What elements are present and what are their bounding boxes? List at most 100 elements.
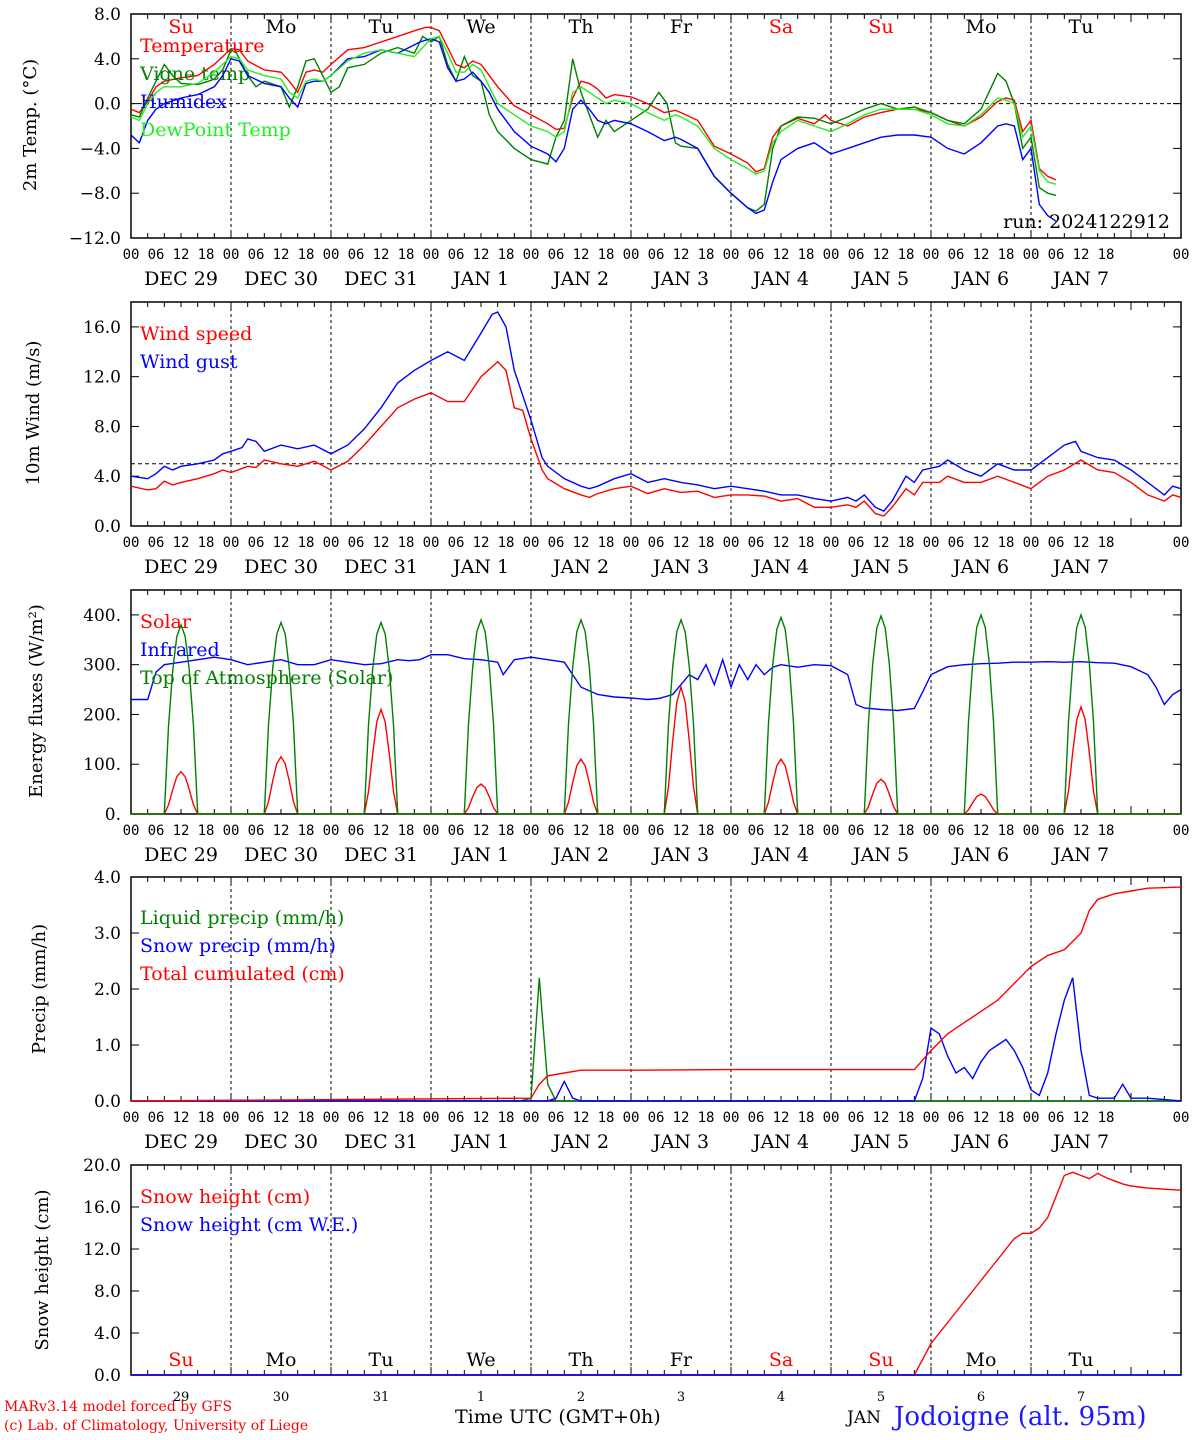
hour-tick-label: 06	[148, 247, 165, 263]
hour-tick-label: 18	[298, 823, 315, 839]
hour-tick-label: 18	[998, 823, 1015, 839]
weekday-label: Su	[168, 16, 193, 38]
weekday-label: Th	[569, 1349, 594, 1371]
series-line	[130, 35, 1057, 212]
date-label: JAN 2	[551, 844, 609, 866]
y-tick-label: 4.0	[94, 868, 121, 888]
hour-tick-label: 18	[998, 247, 1015, 263]
hour-tick-label: 06	[448, 1110, 465, 1126]
y-tick-label: 8.0	[94, 1282, 121, 1302]
series-line	[131, 1171, 1182, 1376]
hour-tick-label: 00	[523, 535, 540, 551]
hour-tick-label: 18	[998, 1110, 1015, 1126]
hour-tick-label: 18	[1098, 247, 1115, 263]
hour-tick-label: 00	[1173, 247, 1190, 263]
date-label: DEC 30	[244, 844, 318, 866]
hour-tick-label: 00	[623, 247, 640, 263]
hour-tick-label: 18	[498, 247, 515, 263]
hour-tick-label: 06	[948, 823, 965, 839]
hour-tick-label: 18	[1098, 535, 1115, 551]
legend-label: Wind speed	[140, 323, 252, 345]
hour-tick-label: 06	[748, 247, 765, 263]
hour-tick-label: 06	[648, 823, 665, 839]
hour-tick-label: 06	[748, 1110, 765, 1126]
hour-tick-label: 00	[623, 535, 640, 551]
series-line	[131, 684, 1181, 815]
hour-tick-label: 12	[373, 1110, 390, 1126]
hour-tick-label: 00	[823, 1110, 840, 1126]
date-label: DEC 30	[244, 556, 318, 578]
day-number-label: 4	[777, 1390, 785, 1405]
date-label: DEC 30	[244, 268, 318, 290]
hour-tick-label: 12	[173, 823, 190, 839]
hour-tick-label: 12	[373, 247, 390, 263]
legend-label: Infrared	[140, 639, 220, 661]
hour-tick-label: 06	[148, 823, 165, 839]
legend-label: Temperature	[140, 35, 264, 57]
hour-tick-label: 12	[773, 823, 790, 839]
hour-tick-label: 00	[323, 247, 340, 263]
date-label: JAN 7	[1051, 556, 1109, 578]
hour-tick-label: 12	[573, 247, 590, 263]
hour-tick-label: 06	[348, 247, 365, 263]
hour-tick-label: 12	[373, 535, 390, 551]
hour-tick-label: 12	[873, 247, 890, 263]
hour-tick-label: 12	[273, 823, 290, 839]
hour-tick-label: 06	[1048, 247, 1065, 263]
hour-tick-label: 18	[598, 823, 615, 839]
hour-tick-label: 18	[198, 823, 215, 839]
hour-tick-label: 18	[498, 823, 515, 839]
date-label: JAN 6	[951, 268, 1009, 290]
hour-tick-label: 18	[598, 535, 615, 551]
hour-tick-label: 12	[473, 1110, 490, 1126]
hour-tick-label: 06	[948, 535, 965, 551]
y-tick-label: 4.0	[94, 50, 121, 70]
hour-tick-label: 12	[173, 247, 190, 263]
y-axis-title: Precip (mm/h)	[29, 924, 50, 1054]
y-tick-label: 1.0	[94, 1036, 121, 1056]
day-number-label: 1	[477, 1390, 485, 1405]
legend-label: Total cumulated (cm)	[140, 963, 345, 985]
date-label: DEC 29	[144, 268, 218, 290]
series-line	[131, 977, 1182, 1102]
y-tick-label: 12.0	[83, 1240, 121, 1260]
hour-tick-label: 12	[973, 823, 990, 839]
y-tick-label: 3.0	[94, 924, 121, 944]
hour-tick-label: 12	[973, 535, 990, 551]
weekday-label: Mo	[266, 16, 297, 38]
hour-tick-label: 06	[848, 247, 865, 263]
series-line	[130, 360, 1182, 517]
panel-frame	[130, 301, 1182, 527]
day-number-label: 2	[577, 1390, 585, 1405]
hour-tick-label: 18	[598, 247, 615, 263]
date-label: JAN 2	[551, 268, 609, 290]
hour-tick-label: 06	[848, 823, 865, 839]
hour-tick-label: 06	[348, 1110, 365, 1126]
day-number-label: 3	[677, 1390, 685, 1405]
legend-label: Wind gust	[140, 351, 238, 373]
date-label: JAN 7	[1051, 1131, 1109, 1153]
date-label: JAN 5	[851, 1131, 909, 1153]
date-label: JAN 1	[451, 844, 509, 866]
hour-tick-label: 00	[323, 535, 340, 551]
y-axis-title: Snow height (cm)	[32, 1189, 53, 1350]
date-label: DEC 29	[144, 844, 218, 866]
hour-tick-label: 00	[223, 1110, 240, 1126]
hour-tick-label: 18	[498, 1110, 515, 1126]
date-label: JAN 5	[851, 844, 909, 866]
hour-tick-label: 18	[298, 1110, 315, 1126]
hour-tick-label: 12	[873, 535, 890, 551]
date-label: JAN 4	[751, 268, 809, 290]
hour-tick-label: 12	[1073, 1110, 1090, 1126]
hour-tick-label: 18	[198, 247, 215, 263]
hour-tick-label: 18	[798, 247, 815, 263]
series-line	[130, 37, 1057, 222]
hour-tick-label: 18	[998, 535, 1015, 551]
hour-tick-label: 12	[573, 823, 590, 839]
hour-tick-label: 00	[823, 823, 840, 839]
date-label: JAN 1	[451, 268, 509, 290]
hour-tick-label: 12	[173, 1110, 190, 1126]
y-tick-label: 4.0	[94, 1324, 121, 1344]
y-tick-label: 16.0	[83, 1198, 121, 1218]
series-line	[131, 977, 1181, 1102]
